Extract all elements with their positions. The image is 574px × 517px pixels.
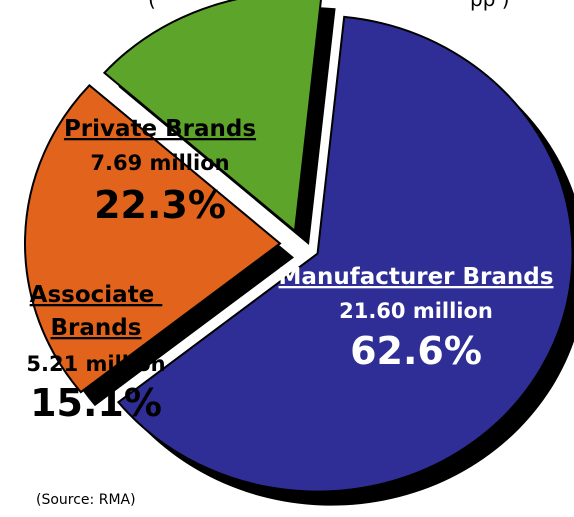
slice-associate	[102, 0, 322, 233]
source-note: (Source: RMA)	[36, 492, 136, 508]
slices	[24, 0, 574, 493]
label-private-name: Private Brands	[64, 116, 256, 142]
label-manufacturer-percent: 62.6%	[350, 329, 482, 373]
label-associate-value: 5.21 million	[26, 352, 165, 376]
label-associate-name-line1: Associate	[30, 282, 155, 308]
label-associate-percent: 15.1%	[30, 381, 162, 425]
label-private-percent: 22.3%	[94, 183, 226, 227]
clipped-top-text-left: (	[148, 0, 156, 11]
slice-manufacturer	[116, 15, 574, 493]
label-manufacturer-value: 21.60 million	[339, 299, 493, 323]
label-associate-name: Associate Brands	[30, 282, 163, 341]
label-manufacturer-name: Manufacturer Brands	[279, 264, 554, 290]
label-associate-name-line2: Brands	[51, 315, 142, 341]
clipped-top-text-right: pp )	[470, 0, 510, 11]
slice-private	[24, 83, 282, 394]
label-private-value: 7.69 million	[90, 151, 229, 175]
